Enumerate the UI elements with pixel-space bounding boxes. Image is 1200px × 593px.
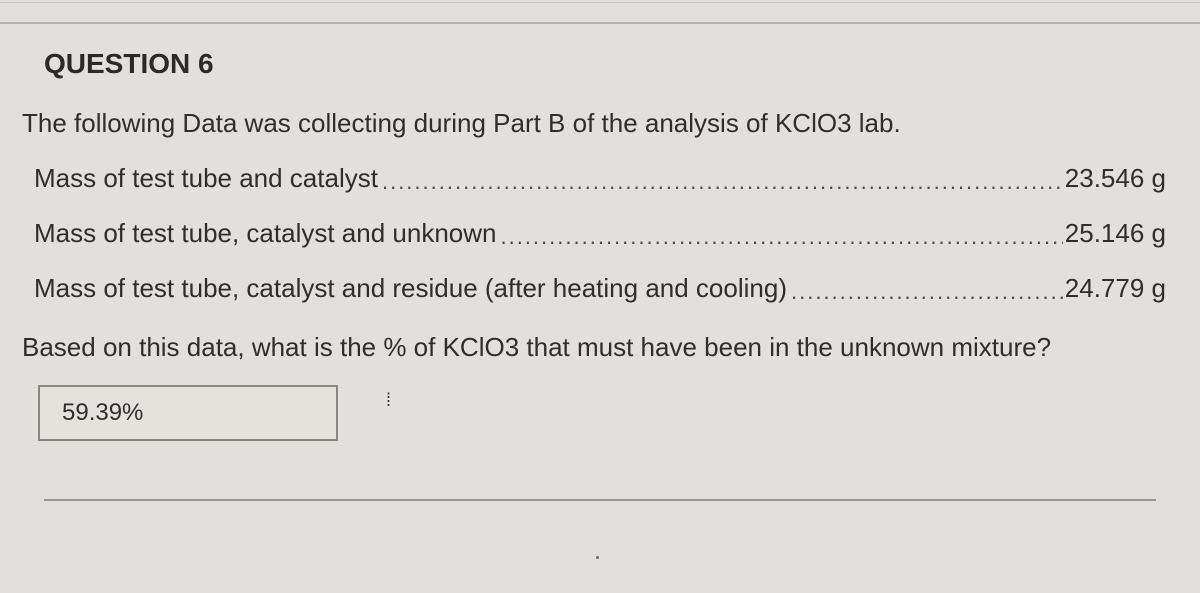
leader-dots [378, 169, 1063, 195]
answer-input[interactable]: 59.39% [38, 385, 338, 441]
data-block: Mass of test tube and catalyst 23.546 g … [20, 163, 1180, 304]
question-card: QUESTION 6 The following Data was collec… [0, 0, 1200, 593]
row-value: 25.146 g [1063, 218, 1166, 249]
bottom-rule [44, 499, 1156, 501]
data-row: Mass of test tube, catalyst and unknown … [34, 218, 1166, 249]
top-rule-1 [0, 2, 1200, 3]
question-container: QUESTION 6 The following Data was collec… [0, 0, 1200, 521]
question-title: QUESTION 6 [20, 48, 1180, 98]
question-intro: The following Data was collecting during… [20, 108, 1180, 163]
row-value: 23.546 g [1063, 163, 1166, 194]
cursor-icon: ⁞ [386, 390, 391, 411]
row-label: Mass of test tube, catalyst and residue … [34, 273, 787, 304]
row-value: 24.779 g [1063, 273, 1166, 304]
question-prompt: Based on this data, what is the % of KCl… [20, 328, 1180, 381]
top-rule-2 [0, 22, 1200, 24]
leader-dots [496, 224, 1062, 250]
dot-icon [596, 556, 599, 559]
data-row: Mass of test tube and catalyst 23.546 g [34, 163, 1166, 194]
row-label: Mass of test tube and catalyst [34, 163, 378, 194]
leader-dots [787, 279, 1063, 305]
row-label: Mass of test tube, catalyst and unknown [34, 218, 496, 249]
data-row: Mass of test tube, catalyst and residue … [34, 273, 1166, 304]
